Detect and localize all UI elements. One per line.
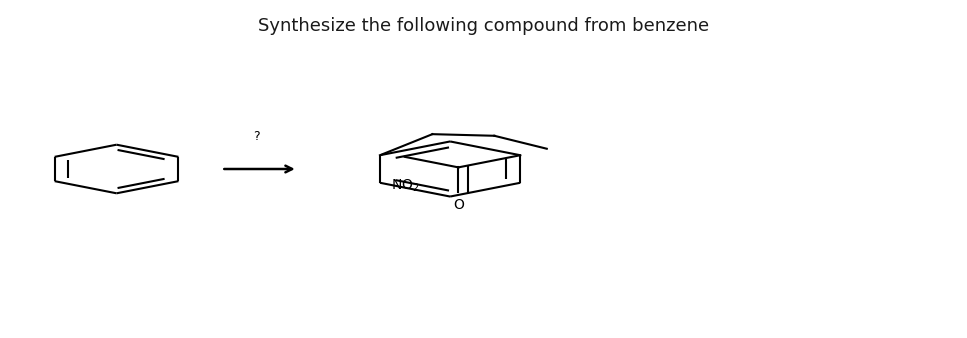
Text: Synthesize the following compound from benzene: Synthesize the following compound from b… [258,17,709,35]
Text: O: O [453,197,464,212]
Text: ?: ? [253,130,260,143]
Text: NO$_2$: NO$_2$ [392,178,420,194]
